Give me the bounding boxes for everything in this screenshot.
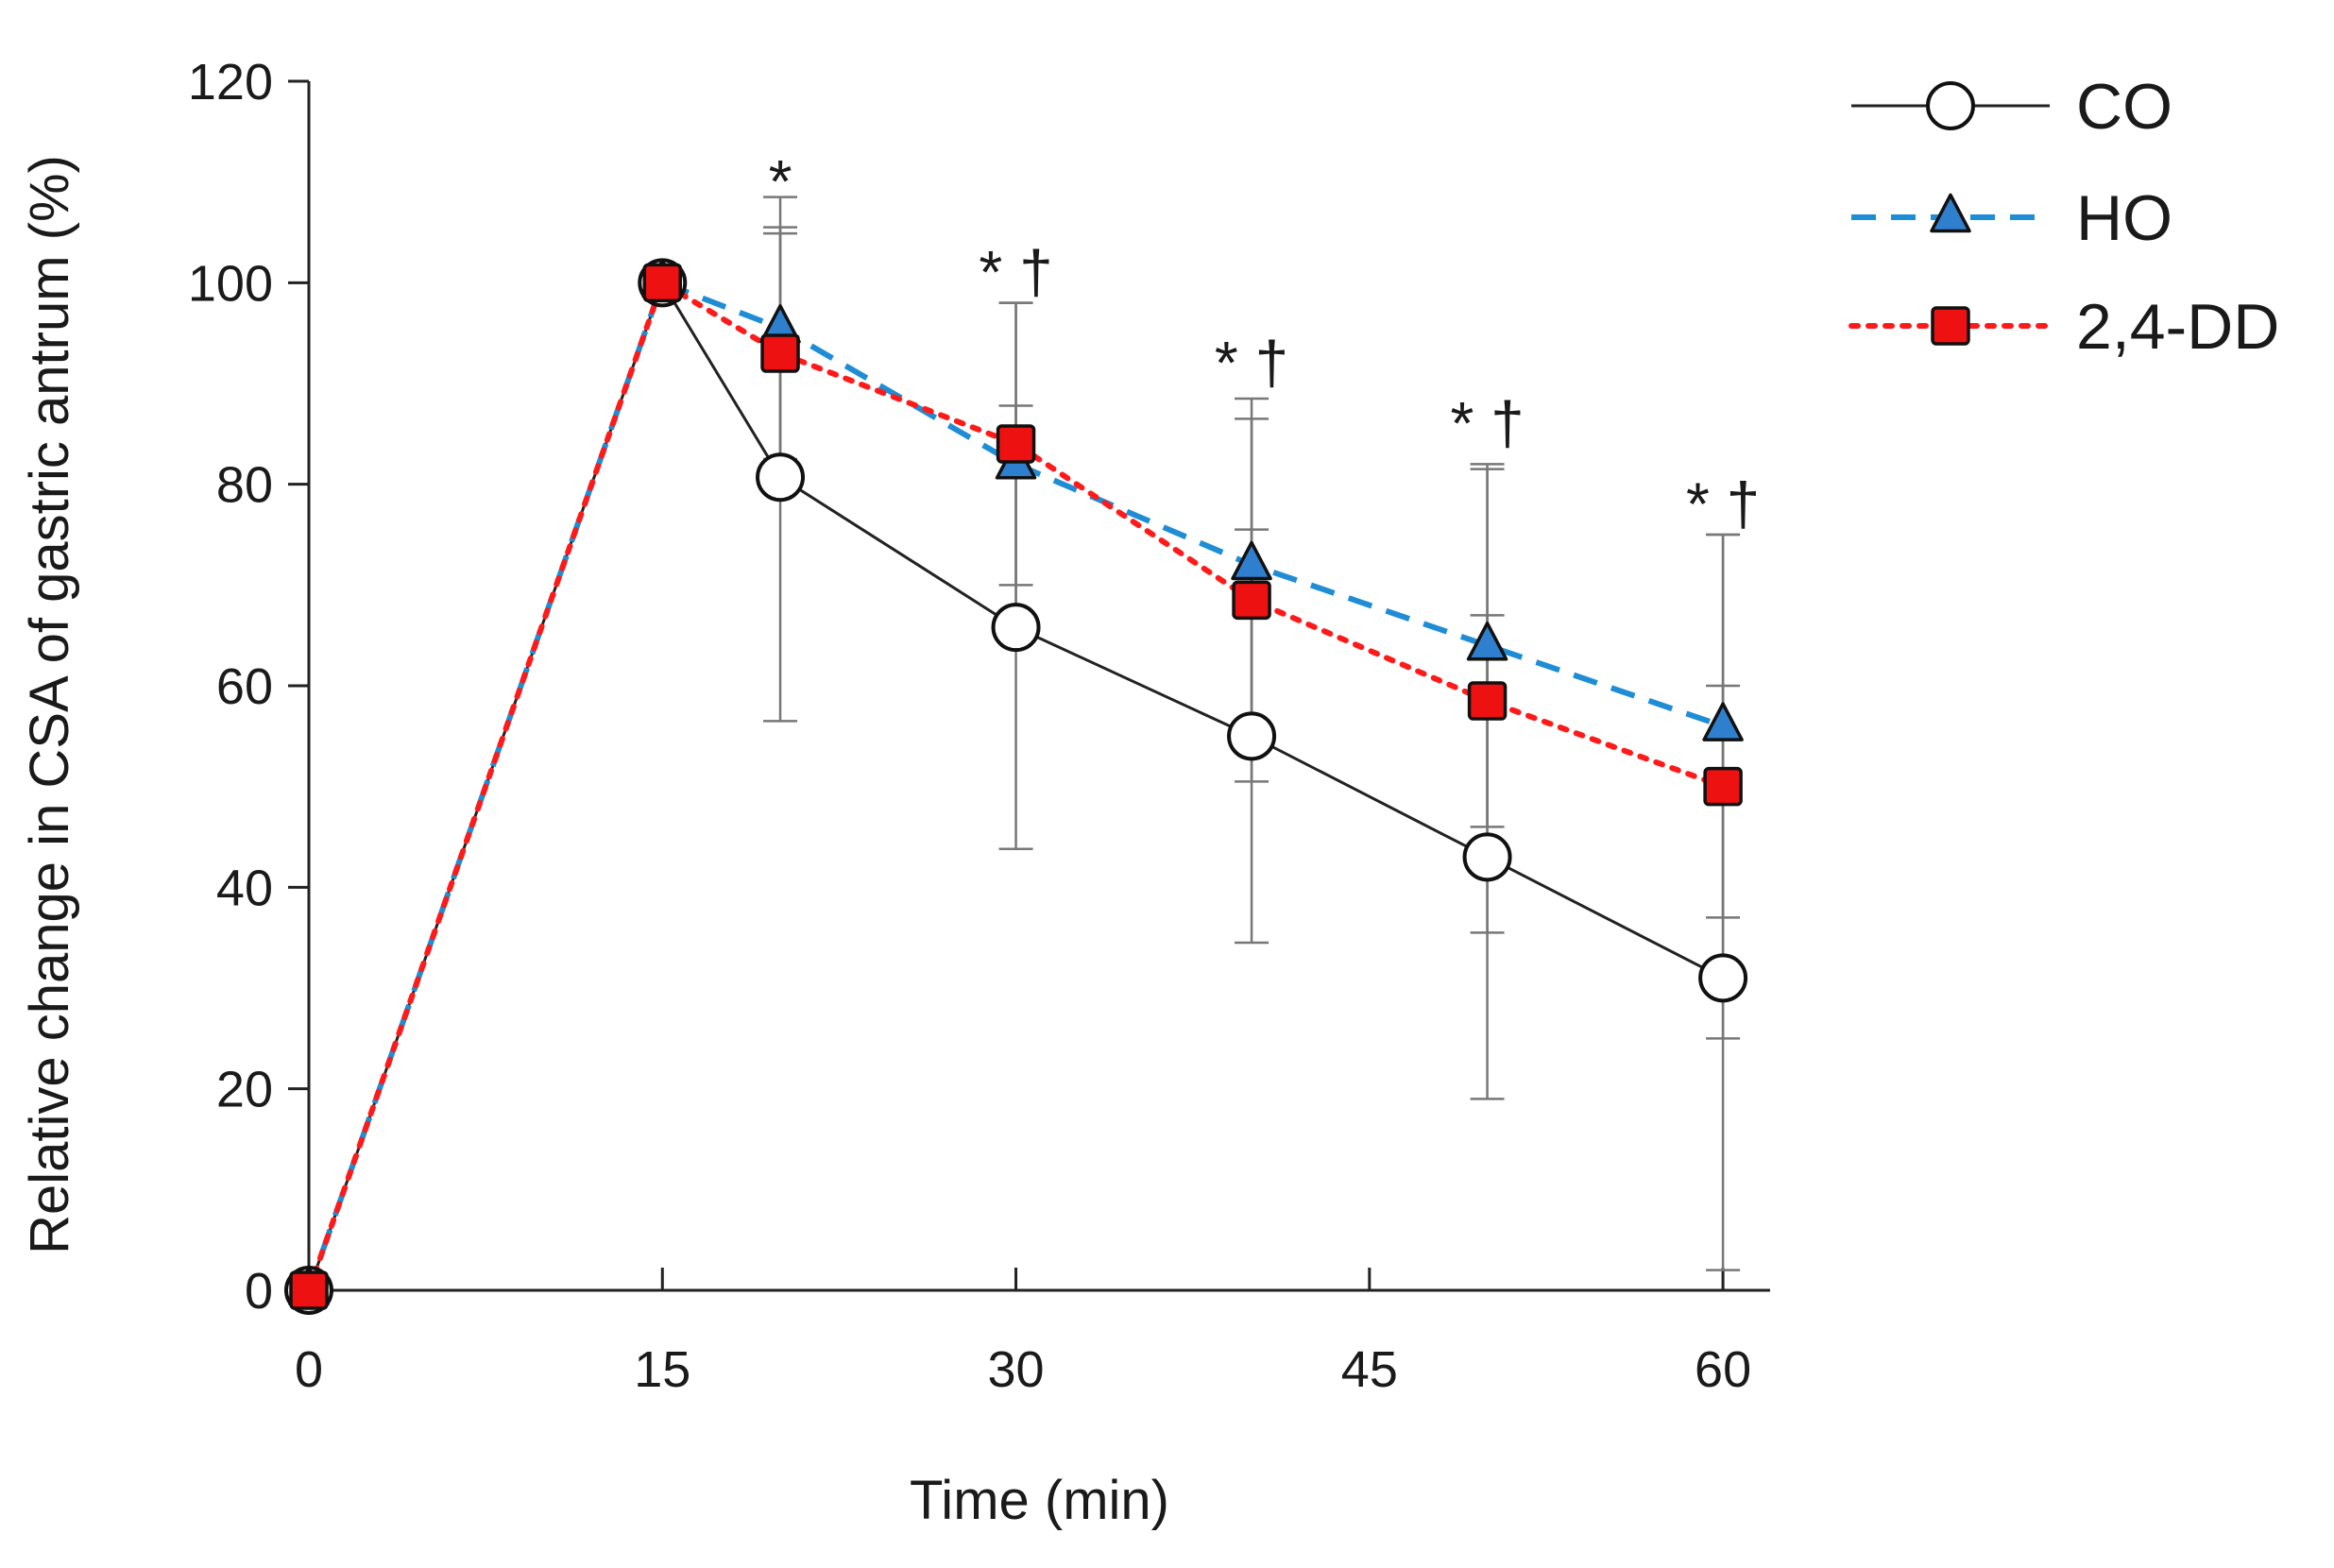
legend-label-2-4-dd: 2,4-DD bbox=[2076, 291, 2279, 363]
marker-ho bbox=[1702, 702, 1744, 741]
legend-label-ho: HO bbox=[2076, 182, 2172, 254]
series-markers bbox=[284, 258, 1748, 1315]
legend-label-co: CO bbox=[2076, 71, 2172, 143]
axes: 0 20 40 60 80 100 120 0 15 30 45 60 bbox=[188, 54, 1770, 1398]
x-axis-title: Time (min) bbox=[910, 1470, 1169, 1531]
marker-2-4-dd bbox=[1232, 580, 1271, 621]
x-tick-label: 45 bbox=[1341, 1341, 1398, 1398]
marker-co bbox=[756, 452, 806, 503]
x-tick-label: 15 bbox=[634, 1341, 690, 1398]
legend-marker-2-4-dd bbox=[1931, 306, 1970, 346]
y-tick-label: 120 bbox=[188, 54, 273, 111]
significance-mark: * † bbox=[1686, 469, 1760, 537]
significance-mark: * † bbox=[1215, 329, 1288, 397]
marker-2-4-dd bbox=[642, 263, 683, 303]
marker-2-4-dd bbox=[289, 1270, 329, 1310]
significance-mark: * † bbox=[1450, 389, 1524, 457]
y-tick-label: 60 bbox=[216, 658, 273, 715]
y-tick-label: 0 bbox=[245, 1263, 273, 1320]
marker-ho bbox=[1231, 540, 1272, 581]
marker-co bbox=[1227, 711, 1277, 761]
legend: CO HO 2,4-DD bbox=[1848, 71, 2279, 363]
y-axis-title: Relative change in CSA of gastric antrum… bbox=[19, 155, 80, 1254]
legend-marker-co bbox=[1926, 81, 1975, 130]
y-tick-label: 80 bbox=[216, 457, 273, 514]
marker-2-4-dd bbox=[760, 333, 800, 373]
y-tick-label: 100 bbox=[188, 255, 273, 312]
marker-ho bbox=[1466, 622, 1508, 661]
significance-mark: * bbox=[769, 147, 792, 215]
marker-co bbox=[1462, 832, 1512, 882]
x-tick-label: 30 bbox=[988, 1341, 1045, 1398]
significance-annotations: * * † * † * † * † bbox=[769, 147, 1761, 537]
marker-2-4-dd bbox=[1703, 766, 1743, 807]
significance-mark: * † bbox=[979, 238, 1052, 306]
x-tick-label: 60 bbox=[1695, 1341, 1751, 1398]
x-tick-label: 0 bbox=[295, 1341, 323, 1398]
marker-2-4-dd bbox=[1467, 681, 1508, 721]
legend-marker-ho bbox=[1930, 193, 1971, 233]
marker-2-4-dd bbox=[996, 424, 1036, 464]
marker-co bbox=[991, 603, 1041, 653]
y-tick-label: 20 bbox=[216, 1062, 273, 1118]
y-tick-label: 40 bbox=[216, 860, 273, 916]
marker-co bbox=[1698, 953, 1748, 1003]
